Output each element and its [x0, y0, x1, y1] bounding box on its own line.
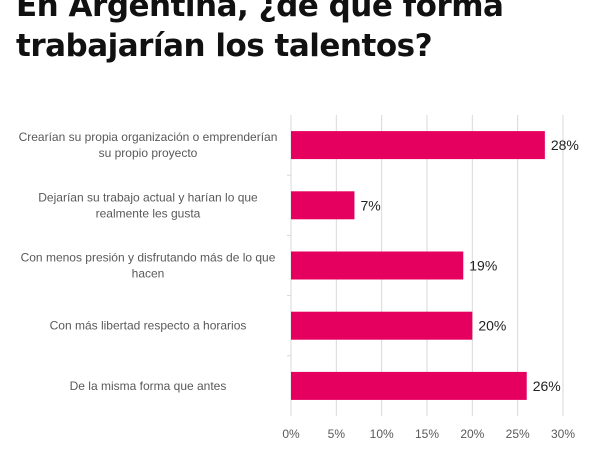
x-tick-label: 30% [551, 427, 575, 441]
category-label-line: hacen [132, 267, 165, 281]
category-label-line: De la misma forma que antes [70, 379, 227, 393]
x-tick-label: 20% [460, 427, 484, 441]
data-label: 7% [360, 197, 380, 213]
x-tick-label: 5% [328, 427, 346, 441]
category-label: Crearían su propia organización o empren… [19, 130, 278, 160]
x-tick-label: 0% [282, 427, 300, 441]
category-label: Dejarían su trabajo actual y harían lo q… [38, 190, 258, 220]
x-tick-label: 10% [370, 427, 394, 441]
data-label: 20% [478, 318, 506, 334]
x-tick-label: 25% [506, 427, 530, 441]
bar [291, 131, 545, 160]
title-line-1: En Argentina, ¿de que forma [16, 0, 504, 24]
chart-title: En Argentina, ¿de que forma trabajarían … [16, 0, 504, 66]
data-label: 19% [469, 258, 497, 274]
title-line-2: trabajarían los talentos? [16, 28, 433, 64]
category-label-line: realmente les gusta [96, 206, 201, 220]
bar [291, 191, 355, 220]
category-label-line: su propio proyecto [99, 146, 198, 160]
bar [291, 371, 527, 400]
category-label: De la misma forma que antes [70, 379, 227, 393]
category-label-line: Dejarían su trabajo actual y harían lo q… [38, 190, 258, 204]
bar [291, 311, 473, 340]
data-label: 26% [533, 378, 561, 394]
category-label-line: Crearían su propia organización o empren… [19, 130, 278, 144]
data-label: 28% [551, 137, 579, 153]
bar [291, 251, 464, 280]
category-label: Con más libertad respecto a horarios [50, 319, 247, 333]
category-label-line: Con menos presión y disfrutando más de l… [21, 251, 276, 265]
category-label: Con menos presión y disfrutando más de l… [21, 251, 276, 281]
category-label-line: Con más libertad respecto a horarios [50, 319, 247, 333]
x-tick-label: 15% [415, 427, 439, 441]
